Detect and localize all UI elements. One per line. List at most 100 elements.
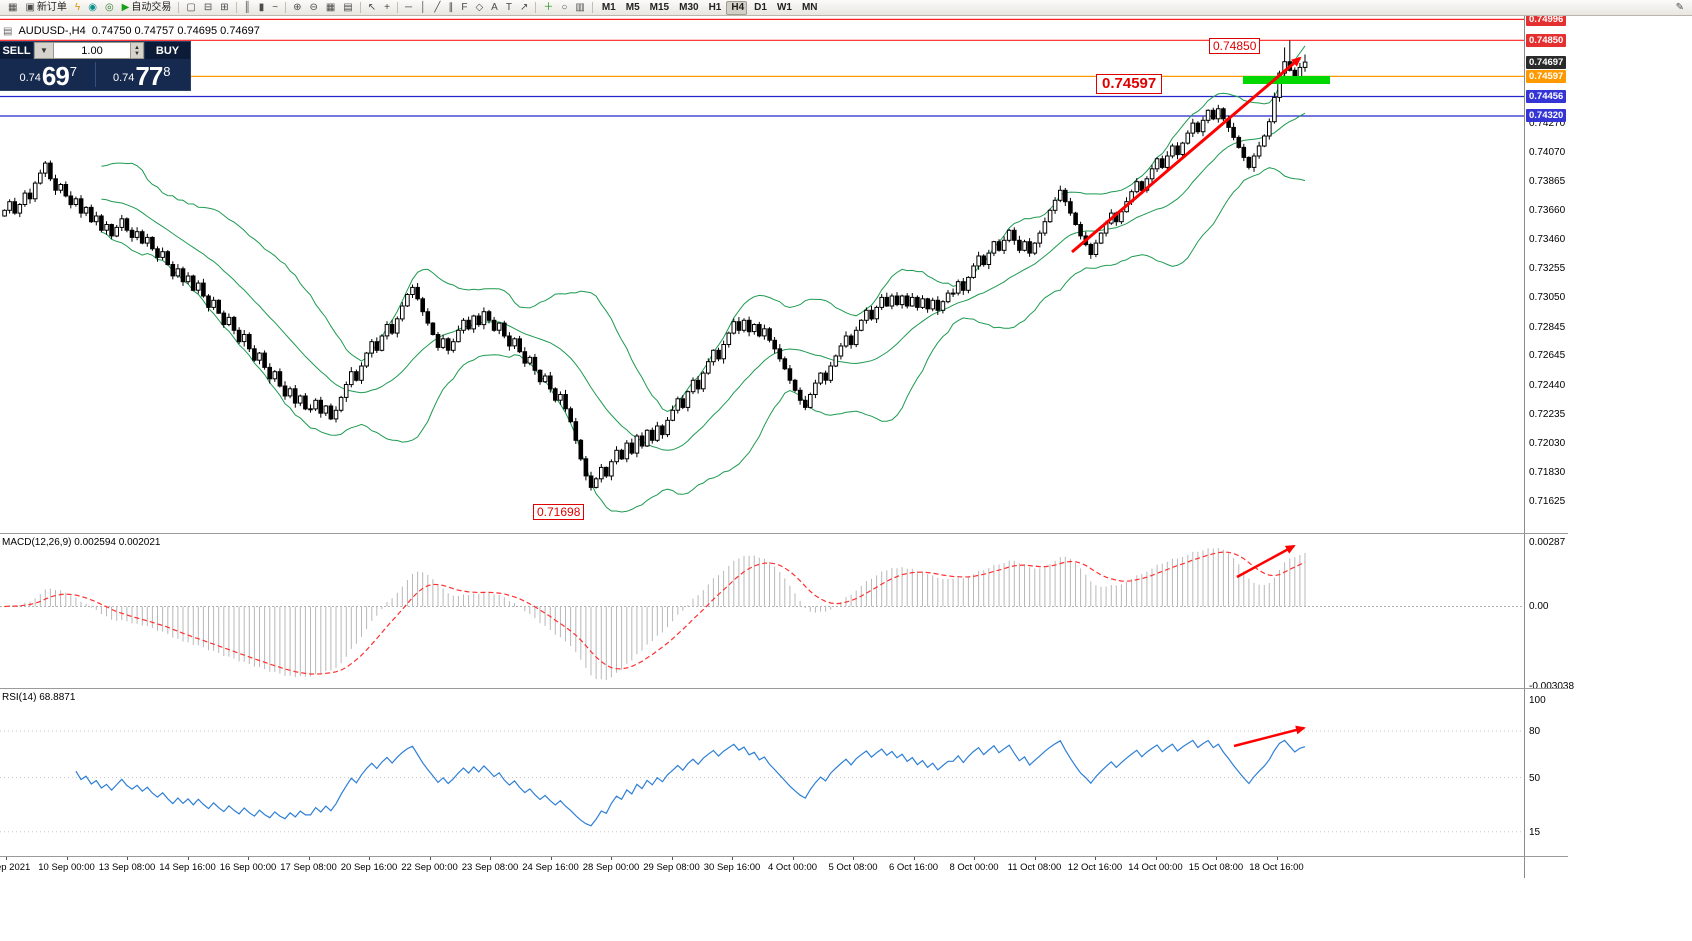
- time-tick: [66, 857, 68, 860]
- price-tag: 0.74597: [1526, 69, 1567, 83]
- toolbar: ▦ ▣ 新订单 ϟ ◉ ◎ ▶ 自动交易 ▢ ⊟ ⊞ ║ ▮ ~ ⊕ ⊖ ▦ ▤ ↖ + ─ │ ╱ ∥ F ◇ A T ↗ ＋ ○ ▥ M1 M…: [0, 0, 1692, 16]
- templates-icon[interactable]: ▥: [575, 1, 585, 13]
- toolbar-right-group: ✎: [1672, 1, 1688, 15]
- tf-h1[interactable]: H1: [708, 1, 722, 13]
- toolbar-left-groups: ▦ ▣ 新订单 ϟ ◉ ◎ ▶ 自动交易 ▢ ⊟ ⊞ ║ ▮ ~ ⊕ ⊖ ▦ ▤ ↖ + ─ │ ╱ ∥ F ◇ A T ↗ ＋ ○ ▥ M1 M…: [4, 0, 822, 16]
- time-axis-label: 24 Sep 16:00: [522, 862, 579, 873]
- time-axis-label: 15 Oct 08:00: [1188, 862, 1244, 873]
- swing-low-price-label[interactable]: 0.71698: [533, 504, 585, 520]
- support-price-label[interactable]: 0.74597: [1096, 74, 1163, 94]
- rsi-trend-arrow[interactable]: [1233, 725, 1306, 748]
- arrange-icon[interactable]: ▤: [343, 1, 353, 13]
- tf-w1[interactable]: W1: [776, 1, 792, 13]
- sell-price-sup: 7: [69, 64, 78, 79]
- bollinger-middle-band[interactable]: [101, 112, 1306, 451]
- time-axis-label: 22 Sep 00:00: [401, 862, 458, 873]
- sell-button[interactable]: SELL: [0, 42, 34, 59]
- toolbar-separator: [396, 2, 398, 13]
- zoom-out-icon[interactable]: ⊖: [309, 1, 318, 13]
- time-axis-label: 23 Sep 08:00: [461, 862, 519, 873]
- trendline-icon[interactable]: ╱: [434, 1, 441, 13]
- time-tick: [429, 857, 431, 860]
- time-axis-label: 12 Oct 16:00: [1067, 862, 1123, 873]
- zoom-in-icon[interactable]: ⊕: [293, 1, 302, 13]
- macd-axis-min: -0.003038: [1529, 681, 1575, 692]
- rsi-indicator-label: RSI(14) 68.8871: [2, 692, 76, 703]
- bollinger-lower-band[interactable]: [101, 167, 1306, 513]
- edit-pencil-icon[interactable]: ✎: [1675, 1, 1684, 13]
- cascade-windows-icon[interactable]: ▢: [186, 1, 196, 13]
- lightning-icon[interactable]: ϟ: [74, 1, 81, 13]
- rsi-axis-label: 80: [1529, 726, 1541, 737]
- candle-chart-icon[interactable]: ▮: [258, 1, 265, 13]
- fibonacci-icon[interactable]: F: [461, 1, 468, 13]
- volume-dropdown[interactable]: ▼: [34, 42, 54, 59]
- grid-icon[interactable]: ▦: [325, 1, 336, 13]
- arrow-tool-icon[interactable]: ↗: [519, 1, 529, 13]
- label-icon[interactable]: T: [505, 1, 512, 13]
- vline-icon[interactable]: │: [420, 1, 427, 13]
- time-tick: [732, 857, 733, 860]
- tf-mn[interactable]: MN: [801, 1, 818, 13]
- tf-m5[interactable]: M5: [625, 1, 640, 13]
- time-tick: [671, 857, 673, 860]
- tf-m30[interactable]: M30: [679, 1, 699, 13]
- market-watch-icon[interactable]: ◉: [88, 1, 97, 13]
- macd-trend-arrow[interactable]: [1236, 544, 1296, 579]
- indicators-icon[interactable]: ＋: [543, 1, 554, 13]
- chart-icon: ▤: [3, 25, 13, 37]
- rsi-axis-label: 15: [1529, 826, 1541, 838]
- volume-stepper[interactable]: ▲ ▼: [131, 42, 144, 59]
- resistance-price-label[interactable]: 0.74850: [1209, 38, 1261, 54]
- tf-m15[interactable]: M15: [649, 1, 670, 13]
- volume-input[interactable]: [54, 42, 131, 59]
- chart-window-icon[interactable]: ▦: [8, 1, 18, 13]
- tf-m1[interactable]: M1: [601, 1, 616, 13]
- macd-rsi-separator[interactable]: [0, 688, 1568, 689]
- time-axis-label: 30 Sep 16:00: [703, 862, 761, 873]
- support-zone-highlight[interactable]: [1243, 76, 1330, 84]
- time-tick: [1276, 857, 1278, 860]
- tf-d1[interactable]: D1: [754, 1, 767, 13]
- hline-icon[interactable]: ─: [404, 1, 413, 13]
- main-trend-arrow[interactable]: [1071, 56, 1302, 254]
- cursor-icon[interactable]: ↖: [367, 1, 377, 13]
- text-icon[interactable]: A: [491, 1, 498, 13]
- periods-icon[interactable]: ○: [561, 1, 568, 13]
- bollinger-upper-band[interactable]: [101, 45, 1306, 413]
- rsi-line[interactable]: [75, 739, 1306, 827]
- sell-price[interactable]: 0.74 69 7: [2, 59, 95, 90]
- tile-vertical-icon[interactable]: ⊞: [220, 1, 229, 13]
- candles[interactable]: [2, 40, 1308, 491]
- time-axis-label: 11 Oct 08:00: [1007, 862, 1062, 873]
- bar-chart-icon[interactable]: ║: [243, 1, 251, 13]
- crosshair-icon[interactable]: +: [384, 1, 390, 13]
- line-chart-icon[interactable]: ~: [272, 1, 279, 13]
- time-axis-label: 14 Sep 16:00: [159, 862, 216, 873]
- tf-h4[interactable]: H4: [726, 0, 748, 15]
- buy-price[interactable]: 0.74 77 8: [96, 59, 189, 90]
- price-grid-label: 0.72440: [1529, 379, 1566, 391]
- autotrading-button[interactable]: ▶ 自动交易: [121, 1, 172, 13]
- price-chart[interactable]: [0, 16, 1524, 861]
- time-tick: [248, 857, 249, 860]
- time-axis-label: 6 Oct 16:00: [888, 862, 939, 873]
- shapes-icon[interactable]: ◇: [475, 1, 484, 13]
- channel-icon[interactable]: ∥: [448, 1, 454, 13]
- price-axis[interactable]: 0.74270 0.74070 0.73865 0.73660 0.73460 0.732…: [1524, 12, 1590, 878]
- chart-ohlc-values: 0.74750 0.74757 0.74695 0.74697: [91, 25, 260, 37]
- time-axis-label: 10 Sep 00:00: [38, 862, 95, 873]
- time-tick: [913, 857, 915, 860]
- navigator-icon[interactable]: ◎: [104, 1, 114, 13]
- tile-horizontal-icon[interactable]: ⊟: [203, 1, 213, 13]
- time-tick: [853, 857, 854, 860]
- new-order-button[interactable]: ▣ 新订单: [25, 1, 67, 13]
- macd-signal-line[interactable]: [4, 551, 1306, 675]
- time-axis-label: 5 Oct 08:00: [828, 862, 878, 873]
- main-macd-separator[interactable]: [0, 533, 1568, 534]
- time-tick: [490, 857, 491, 860]
- macd-histogram: [9, 548, 1306, 680]
- buy-button[interactable]: BUY: [144, 42, 190, 59]
- price-tag: 0.74697: [1526, 55, 1567, 69]
